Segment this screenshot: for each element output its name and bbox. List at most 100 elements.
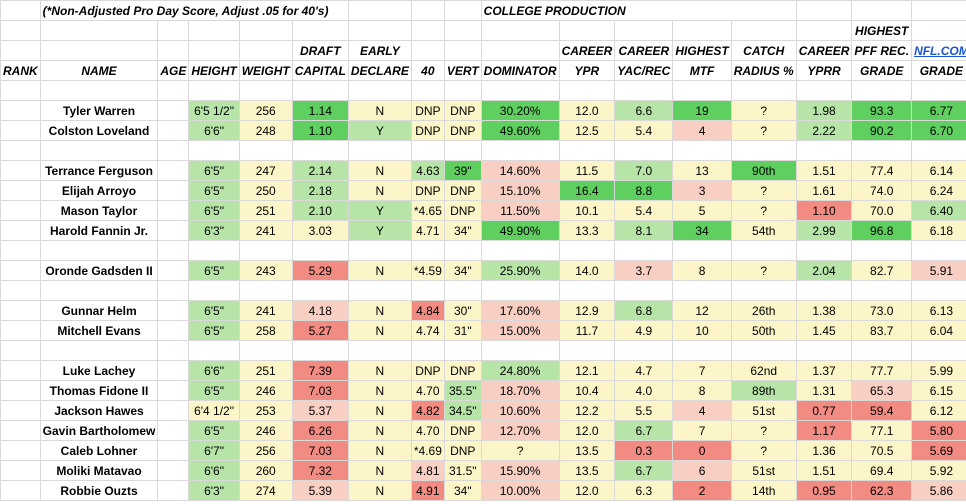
height-cell: 6'3" <box>188 220 240 241</box>
pff-cell: 74.0 <box>851 180 913 201</box>
weight-cell: 251 <box>238 360 293 381</box>
dom-cell: 25.90% <box>480 260 560 281</box>
rank-cell <box>0 100 41 121</box>
forty-cell: 4.81 <box>410 460 445 481</box>
dominator-header: DOMINATOR <box>480 60 560 81</box>
early-cell: N <box>347 420 412 441</box>
header-row-3: DRAFT EARLY CAREER CAREER HIGHEST CATCH … <box>0 40 966 61</box>
draft-cell: 6.26 <box>291 420 349 441</box>
mtf-cell: 4 <box>672 400 732 421</box>
age-cell <box>157 480 190 501</box>
age-cell <box>157 380 190 401</box>
yac-header: YAC/REC <box>614 60 674 81</box>
rank-cell <box>0 380 41 401</box>
yac-cell: 6.8 <box>614 300 674 321</box>
yac-header-top: CAREER <box>614 40 674 61</box>
ypr-cell: 10.4 <box>558 380 616 401</box>
pff-cell: 65.3 <box>851 380 913 401</box>
yprr-cell: 1.31 <box>795 380 853 401</box>
nfl-cell: 6.40 <box>911 200 966 221</box>
player-name: Tyler Warren <box>39 100 159 121</box>
weight-cell: 248 <box>238 120 293 141</box>
draft-cell: 5.39 <box>291 480 349 501</box>
nfl-com-link[interactable]: NFL.COM <box>914 43 966 58</box>
nfl-cell: 5.80 <box>911 420 966 441</box>
rank-cell <box>0 420 41 441</box>
spacer-row <box>0 280 966 301</box>
vert-cell: 31" <box>443 320 482 341</box>
age-header: AGE <box>157 60 190 81</box>
ypr-cell: 12.9 <box>558 300 616 321</box>
early-header-top: EARLY <box>347 40 412 61</box>
pff-cell: 77.4 <box>851 160 913 181</box>
player-row: Gavin Bartholomew 6'5" 246 6.26 N 4.70 DNP 12.7… <box>0 420 966 441</box>
player-name: Thomas Fidone II <box>39 380 159 401</box>
pff-cell: 90.2 <box>851 120 913 141</box>
player-name: Mason Taylor <box>39 200 159 221</box>
yac-cell: 4.7 <box>614 360 674 381</box>
pff-cell: 96.8 <box>851 220 913 241</box>
vert-cell: DNP <box>443 420 482 441</box>
draft-cell: 1.10 <box>291 120 349 141</box>
early-cell: N <box>347 100 412 121</box>
vert-cell: 34" <box>443 220 482 241</box>
draft-cell: 1.14 <box>291 100 349 121</box>
catch-cell: 54th <box>730 220 797 241</box>
ypr-cell: 12.2 <box>558 400 616 421</box>
spacer-row <box>0 340 966 361</box>
vert-cell: 30" <box>443 300 482 321</box>
player-row: Caleb Lohner 6'7" 256 7.03 N *4.69 DNP? 13.5 0.3… <box>0 440 966 461</box>
rank-cell <box>0 480 41 501</box>
vert-cell: 35.5" <box>443 380 482 401</box>
header-row-1: (*Non-Adjusted Pro Day Score, Adjust .05… <box>0 0 966 21</box>
ypr-cell: 12.0 <box>558 420 616 441</box>
mtf-cell: 3 <box>672 180 732 201</box>
forty-cell: 4.71 <box>410 220 445 241</box>
mtf-header-top: HIGHEST <box>672 40 732 61</box>
draft-cell: 7.03 <box>291 440 349 461</box>
nfl-cell: 5.91 <box>911 260 966 281</box>
early-cell: N <box>347 480 412 501</box>
weight-cell: 241 <box>238 220 293 241</box>
pff-cell: 93.3 <box>851 100 913 121</box>
nfl-cell: 6.77 <box>911 100 966 121</box>
draft-cell: 7.39 <box>291 360 349 381</box>
ypr-cell: 13.5 <box>558 460 616 481</box>
mtf-cell: 2 <box>672 480 732 501</box>
yprr-cell: 0.77 <box>795 400 853 421</box>
vert-cell: DNP <box>443 120 482 141</box>
age-cell <box>157 460 190 481</box>
weight-cell: 258 <box>238 320 293 341</box>
catch-cell: ? <box>730 200 797 221</box>
draft-cell: 3.03 <box>291 220 349 241</box>
forty-cell: 4.70 <box>410 420 445 441</box>
player-name: Moliki Matavao <box>39 460 159 481</box>
draft-cell: 7.32 <box>291 460 349 481</box>
nfl-cell: 5.69 <box>911 440 966 461</box>
forty-cell: DNP <box>410 120 445 141</box>
height-cell: 6'7" <box>188 440 240 461</box>
dom-cell: 15.00% <box>480 320 560 341</box>
mtf-header: MTF <box>672 60 732 81</box>
rank-cell <box>0 160 41 181</box>
dom-cell: 15.10% <box>480 180 560 201</box>
dom-cell: 10.60% <box>480 400 560 421</box>
player-row: Terrance Ferguson 6'5" 247 2.14 N 4.63 39" 14.6… <box>0 160 966 181</box>
pff-cell: 83.7 <box>851 320 913 341</box>
player-row: Moliki Matavao 6'6" 260 7.32 N 4.81 31.5" 15.90… <box>0 460 966 481</box>
age-cell <box>157 180 190 201</box>
player-name: Mitchell Evans <box>39 320 159 341</box>
dom-cell: 30.20% <box>480 100 560 121</box>
rank-cell <box>0 400 41 421</box>
catch-cell: 50th <box>730 320 797 341</box>
mtf-cell: 13 <box>672 160 732 181</box>
early-cell: Y <box>347 200 412 221</box>
nfl-cell: 6.04 <box>911 320 966 341</box>
yprr-cell: 1.17 <box>795 420 853 441</box>
age-cell <box>157 160 190 181</box>
height-cell: 6'6" <box>188 460 240 481</box>
yac-cell: 6.3 <box>614 480 674 501</box>
weight-cell: 246 <box>238 380 293 401</box>
draft-cell: 5.29 <box>291 260 349 281</box>
yac-cell: 5.4 <box>614 120 674 141</box>
